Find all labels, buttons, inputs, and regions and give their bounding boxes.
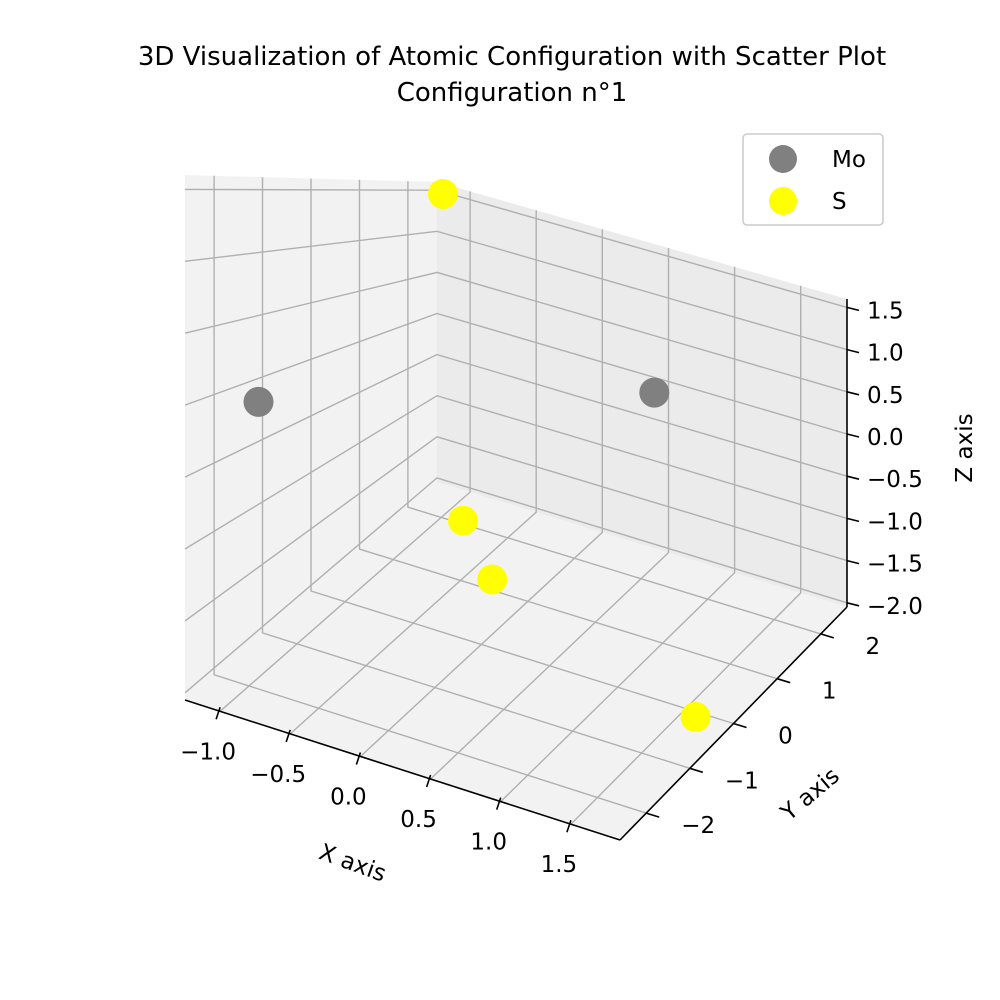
y-axis-label: Y axis [776, 763, 845, 827]
x-tick-label: 1.0 [470, 830, 507, 856]
axes-ticks: −1.0−0.50.00.51.01.5−2−1012−2.0−1.5−1.0−… [180, 298, 923, 878]
y-tick-label: 1 [822, 679, 837, 705]
z-tick-label: 1.5 [867, 298, 904, 324]
z-tick-4 [846, 433, 860, 438]
z-gridline-6 [184, 230, 848, 351]
y-gridline-0 [213, 175, 647, 814]
x-axis-label: X axis [315, 839, 389, 887]
z-gridline-5 [184, 271, 848, 393]
x-tick-3 [425, 774, 432, 788]
point-s-0 [428, 179, 458, 209]
legend: Mo S [742, 133, 884, 226]
x-axis-line [184, 699, 621, 841]
x-tick-label: −1.0 [180, 739, 236, 765]
y-tick-3 [776, 677, 791, 684]
y-tick-label: 2 [865, 634, 880, 660]
x-gridline-4 [500, 266, 736, 803]
z-gridline-3 [184, 353, 848, 478]
z-tick-0 [846, 602, 860, 607]
z-tick-1 [846, 559, 860, 565]
x-tick-4 [495, 797, 502, 810]
x-tick-label: 0.5 [400, 807, 437, 833]
x-tick-label: 0.0 [330, 785, 367, 811]
z-gridline-4 [184, 312, 848, 435]
z-tick-7 [846, 306, 860, 312]
x-tick-2 [355, 752, 362, 765]
x-gridline-2 [359, 229, 603, 758]
z-tick-label: −2.0 [867, 594, 923, 620]
z-tick-label: −1.0 [867, 509, 923, 535]
point-s-3 [680, 702, 711, 732]
z-tick-5 [846, 391, 860, 396]
y-tick-label: −2 [681, 813, 715, 839]
z-tick-label: 0.5 [867, 383, 904, 409]
y-tick-label: 0 [778, 724, 793, 750]
x-gridline-0 [219, 191, 471, 712]
y-tick-1 [689, 767, 704, 774]
z-tick-label: −0.5 [867, 467, 923, 493]
z-gridline-0 [184, 477, 848, 694]
z-axis-label: Z axis [952, 413, 978, 482]
legend-marker-mo [769, 145, 797, 173]
x-gridline-5 [570, 285, 802, 825]
x-tick-label: 1.5 [541, 852, 578, 878]
z-gridline-2 [184, 394, 848, 550]
y-tick-4 [820, 633, 835, 639]
floor-pane [185, 482, 847, 840]
x-gridline-1 [289, 210, 537, 735]
y-tick-label: −1 [725, 768, 759, 794]
point-s-2 [477, 564, 508, 595]
y-gridline-2 [310, 178, 734, 725]
y-gridline-1 [261, 177, 691, 769]
z-tick-6 [846, 348, 860, 354]
z-gridline-1 [184, 436, 848, 622]
y-tick-2 [733, 722, 747, 729]
point-mo-1 [639, 377, 670, 408]
axes-gridlines [184, 175, 848, 825]
z-tick-label: 0.0 [867, 425, 904, 451]
y-gridline-3 [358, 179, 778, 680]
chart-title-line-1: 3D Visualization of Atomic Configuration… [138, 42, 886, 72]
x-gridline-3 [430, 248, 670, 780]
z-tick-2 [846, 517, 860, 523]
point-s-1 [448, 505, 479, 536]
x-tick-5 [566, 819, 572, 833]
z-tick-3 [846, 475, 860, 480]
z-tick-label: 1.0 [867, 341, 904, 367]
legend-label-s: S [832, 189, 847, 215]
chart-title-line-2: Configuration n°1 [397, 78, 628, 108]
x-tick-1 [285, 729, 291, 743]
axes-panes [185, 175, 847, 840]
y-tick-0 [645, 812, 660, 818]
z-tick-label: −1.5 [867, 552, 923, 578]
y-gridline-4 [407, 181, 822, 635]
legend-label-mo: Mo [832, 147, 866, 173]
x-tick-label: −0.5 [250, 762, 306, 788]
legend-marker-s [769, 187, 797, 215]
x-tick-0 [215, 707, 221, 720]
point-mo-0 [243, 386, 274, 417]
scatter-points [243, 179, 711, 732]
